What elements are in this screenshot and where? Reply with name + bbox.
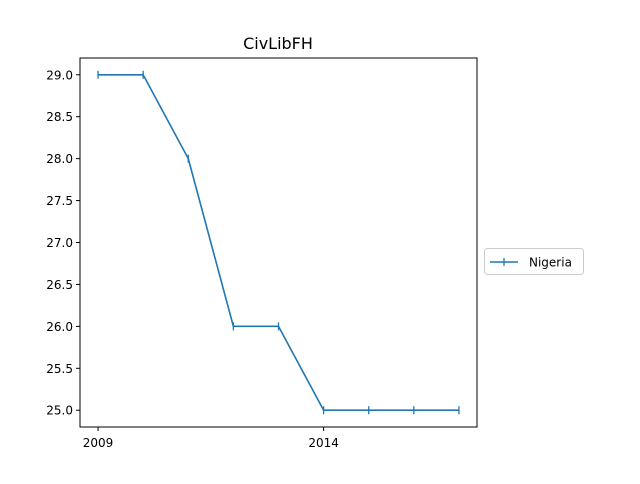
x-tick-label: 2014	[308, 436, 339, 450]
axes: 25.0 25.5 26.0 26.5 27.0 27.5 28.0 28.5 29.0 2009…	[46, 57, 478, 450]
y-tick-label: 29.0	[46, 68, 73, 82]
y-tick-label: 26.5	[46, 278, 73, 292]
y-tick-label: 28.0	[46, 152, 73, 166]
y-tick-label: 26.0	[46, 320, 73, 334]
chart-title: CivLibFH	[243, 34, 313, 53]
legend: Nigeria	[484, 248, 584, 275]
y-tick-label: 27.5	[46, 194, 73, 208]
plot-frame	[79, 57, 478, 428]
series-line	[98, 73, 459, 412]
x-tick-label: 2009	[83, 436, 114, 450]
legend-box	[484, 248, 584, 275]
y-tick-label: 27.0	[46, 236, 73, 250]
y-tick-label: 25.5	[46, 362, 73, 376]
series-layer	[97, 70, 460, 415]
y-tick-label: 25.0	[46, 404, 73, 418]
legend-label: Nigeria	[529, 256, 572, 270]
y-tick-label: 28.5	[46, 110, 73, 124]
